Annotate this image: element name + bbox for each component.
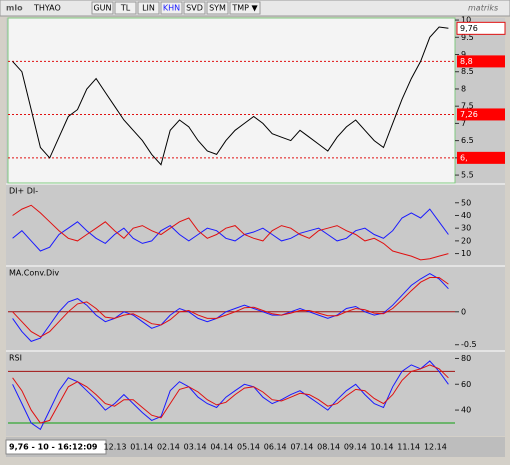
indicator-line [12,360,449,431]
level-box [457,55,505,68]
brand: matriks [468,4,498,13]
y-tick-label: 10 [461,16,471,25]
y-tick-label: 5.5 [461,171,474,180]
status: 9,76 - 10 - 16:12:09 [9,443,98,452]
level-label: 7,26 [460,110,478,119]
toolbar-button-label[interactable]: TL [120,4,131,13]
y-tick-label: 7 [461,119,466,128]
toolbar-button[interactable] [137,1,160,15]
toolbar-button[interactable] [114,1,137,15]
y-tick-label: 20 [461,236,471,245]
panel-title: MA.Conv.Div [9,269,59,278]
x-tick-label: 12.13 [104,443,127,452]
toolbar-button-label[interactable]: GUN [93,4,111,13]
y-tick-label: 6.5 [461,136,474,145]
x-tick-label: 05.14 [237,443,260,452]
panel-title: RSI [9,354,22,363]
level-box [457,108,505,121]
x-tick-label: 10.14 [371,443,394,452]
y-tick-label: 30 [461,224,471,233]
logo: mlo [6,4,23,13]
toolbar-button-label[interactable]: SYM [209,4,226,13]
x-tick-label: 06.14 [264,443,287,452]
y-tick-label: 9.5 [461,33,474,42]
panel-title: DI+ DI- [9,187,38,196]
toolbar-button-label[interactable]: SVD [186,4,203,13]
y-tick-label: 60 [461,380,471,389]
toolbar-button[interactable] [206,1,229,15]
x-tick-label: 08.14 [317,443,340,452]
y-tick-label: 10 [461,249,471,258]
x-tick-label: 09.14 [344,443,367,452]
y-tick-label: 8.5 [461,67,474,76]
toolbar-button[interactable] [160,1,183,15]
status-box [5,439,107,455]
x-tick-label: 03.14 [184,443,207,452]
toolbar-button-label[interactable]: KHN [163,4,180,13]
level-label: 6, [460,153,468,162]
x-tick-label: 01.14 [130,443,153,452]
y-tick-label: 7.5 [461,102,474,111]
y-tick-label: 8 [461,84,466,93]
indicator-line [12,364,449,424]
toolbar-button[interactable] [229,1,261,15]
toolbar-button-label[interactable]: LIN [142,4,155,13]
toolbar-button-label[interactable]: TMP ▼ [231,4,258,13]
y-tick-label: 40 [461,406,471,415]
y-tick-label: 50 [461,198,471,207]
x-tick-label: 11.14 [397,443,420,452]
indicator-line [12,208,449,252]
indicator-line [12,204,449,261]
indicator-line [12,277,449,338]
price-line [12,26,449,166]
toolbar-button[interactable] [183,1,206,15]
last-price-box [456,21,506,35]
y-tick-label: 40 [461,211,471,220]
toolbar-button[interactable] [91,1,114,15]
y-tick-label: 80 [461,354,471,363]
y-tick-label: 9 [461,50,466,59]
indicator-line [12,273,449,342]
x-tick-label: 07.14 [290,443,313,452]
x-tick-label: 02.14 [157,443,180,452]
y-tick-label: -0.5 [461,340,477,349]
symbol[interactable]: THYAO [33,4,61,13]
time-axis-bar [6,437,505,457]
y-tick-label: 0 [461,307,466,316]
level-box [457,151,505,164]
x-tick-label: 12.14 [424,443,447,452]
last-price-label: 9,76 [460,24,478,33]
x-tick-label: 04.14 [210,443,233,452]
level-label: 8,8 [460,57,473,66]
price-panel [7,17,456,184]
